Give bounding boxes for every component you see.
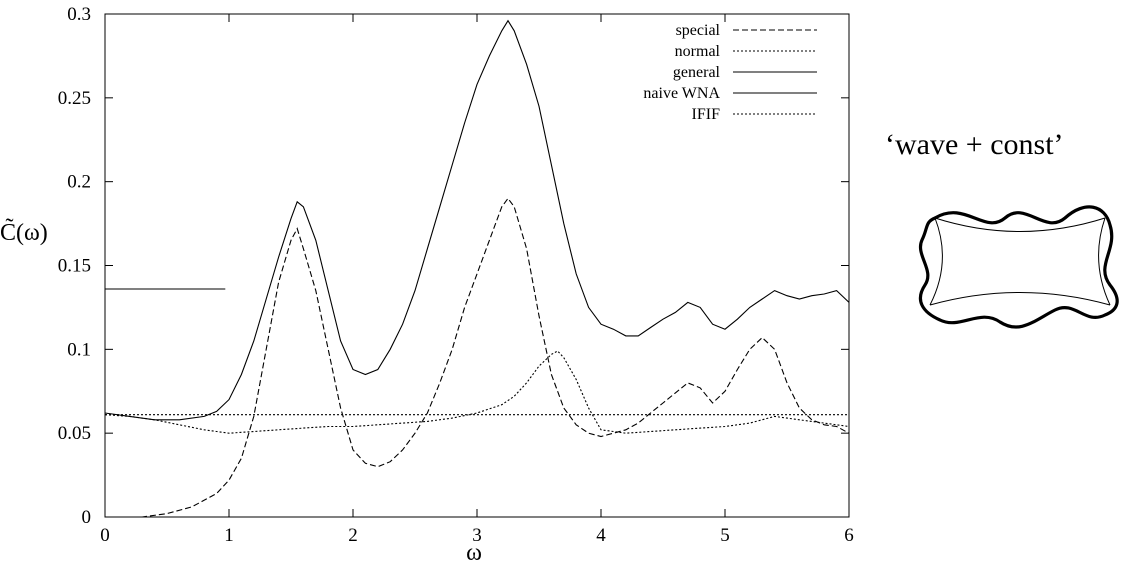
axis-ticks: 0 1 2 3 4 5 6 0 0.05 0.1 0.15 0.2 0.25 0.3 [58,4,854,546]
series-layer [104,19,850,518]
legend-label: normal [675,43,721,60]
shape-caption: ‘wave + const’ [885,128,1064,161]
y-tick-label: 0.3 [67,4,91,25]
inner-arc-top [934,217,1106,232]
x-tick-label: 2 [348,525,358,546]
plot-area [104,13,850,518]
y-tick-label: 0.05 [58,423,91,444]
inner-arc-bottom [929,292,1111,306]
inner-arc-right [1098,217,1111,306]
legend-label: IFIF [692,106,721,123]
y-tick-label: 0 [82,507,92,528]
x-tick-label: 3 [472,525,482,546]
plot-border [104,13,850,518]
y-tick-label: 0.15 [58,256,91,277]
inner-arc-left [929,217,943,306]
legend-label: general [673,64,721,81]
series-line-special [105,197,850,518]
wavy-billiard-shape-icon [918,205,1119,329]
y-tick-label: 0.2 [67,172,91,193]
series-line-normal [104,350,850,434]
x-tick-label: 4 [596,525,606,546]
x-tick-label: 0 [100,525,110,546]
x-axis-label: ω [466,540,482,566]
y-axis-label: C̃(ω) [0,218,48,246]
x-tick-label: 6 [844,525,854,546]
legend: special normal general naive WNA IFIF [643,22,817,123]
x-tick-label: 1 [224,525,234,546]
legend-label: special [676,22,721,39]
series-line-general [104,19,850,421]
y-tick-label: 0.25 [58,88,91,109]
y-tick-label: 0.1 [67,339,91,360]
billiard-boundary [918,205,1119,329]
legend-label: naive WNA [643,85,720,102]
x-tick-label: 5 [720,525,730,546]
